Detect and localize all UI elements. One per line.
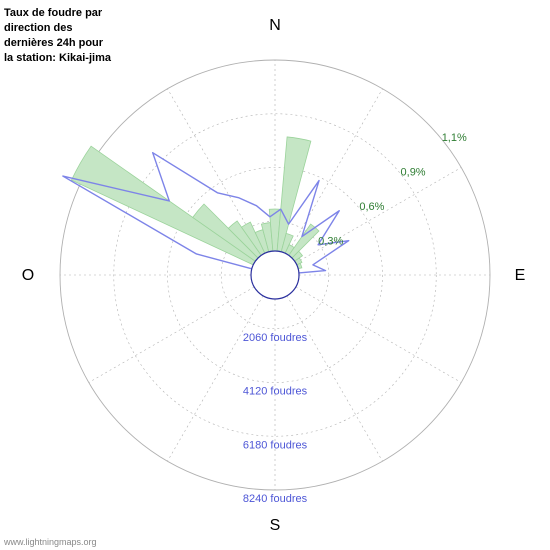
ring-label-percent: 1,1% [442,132,467,144]
chart-title: Taux de foudre par direction des dernièr… [4,6,114,65]
green-bar [71,146,255,265]
cardinal-S: S [270,517,281,534]
ring-label-percent: 0,9% [401,166,426,178]
ring-label-count: 4120 foudres [243,386,308,398]
cardinal-O: O [22,267,34,284]
center-hole [251,251,299,299]
credit-text: www.lightningmaps.org [4,537,97,547]
cardinal-N: N [269,17,281,34]
ring-label-count: 2060 foudres [243,332,308,344]
ring-label-count: 8240 foudres [243,493,308,505]
ring-label-percent: 0,6% [359,201,384,213]
ring-label-count: 6180 foudres [243,439,308,451]
cardinal-E: E [515,267,526,284]
polar-chart: 0,3% 0,6% 0,9% 1,1% 2060 foudres 4120 foudres… [0,0,550,550]
ring-label-percent: 0,3% [318,235,343,247]
